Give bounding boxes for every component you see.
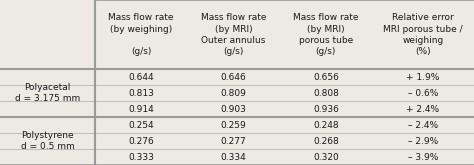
Text: 0.646: 0.646 (220, 73, 246, 82)
Text: + 2.4%: + 2.4% (407, 105, 439, 114)
Text: Mass flow rate
(by MRI)
Outer annulus
(g/s): Mass flow rate (by MRI) Outer annulus (g… (201, 14, 266, 56)
Text: Polyacetal
d = 3.175 mm: Polyacetal d = 3.175 mm (15, 83, 80, 103)
Text: 0.320: 0.320 (313, 153, 339, 162)
Text: 0.333: 0.333 (128, 153, 154, 162)
Text: 0.276: 0.276 (128, 137, 154, 146)
Text: Polystyrene
d = 0.5 mm: Polystyrene d = 0.5 mm (20, 131, 74, 151)
Text: 0.644: 0.644 (128, 73, 154, 82)
Text: 0.914: 0.914 (128, 105, 154, 114)
Text: 0.813: 0.813 (128, 89, 154, 98)
Text: – 2.9%: – 2.9% (408, 137, 438, 146)
Text: 0.277: 0.277 (220, 137, 246, 146)
Text: Mass flow rate
(by MRI)
porous tube
(g/s): Mass flow rate (by MRI) porous tube (g/s… (293, 14, 359, 56)
Text: 0.254: 0.254 (128, 121, 154, 130)
Text: 0.808: 0.808 (313, 89, 339, 98)
Text: 0.936: 0.936 (313, 105, 339, 114)
Text: Relative error
MRI porous tube /
weighing
(%): Relative error MRI porous tube / weighin… (383, 14, 463, 56)
Text: 0.656: 0.656 (313, 73, 339, 82)
Text: + 1.9%: + 1.9% (406, 73, 440, 82)
Text: 0.903: 0.903 (220, 105, 246, 114)
Text: 0.268: 0.268 (313, 137, 339, 146)
Text: – 2.4%: – 2.4% (408, 121, 438, 130)
Text: 0.259: 0.259 (220, 121, 246, 130)
Text: Mass flow rate
(by weighing)

(g/s): Mass flow rate (by weighing) (g/s) (108, 14, 174, 56)
Text: – 0.6%: – 0.6% (408, 89, 438, 98)
Text: 0.248: 0.248 (313, 121, 339, 130)
Text: 0.809: 0.809 (220, 89, 246, 98)
Text: – 3.9%: – 3.9% (408, 153, 438, 162)
Text: 0.334: 0.334 (220, 153, 246, 162)
